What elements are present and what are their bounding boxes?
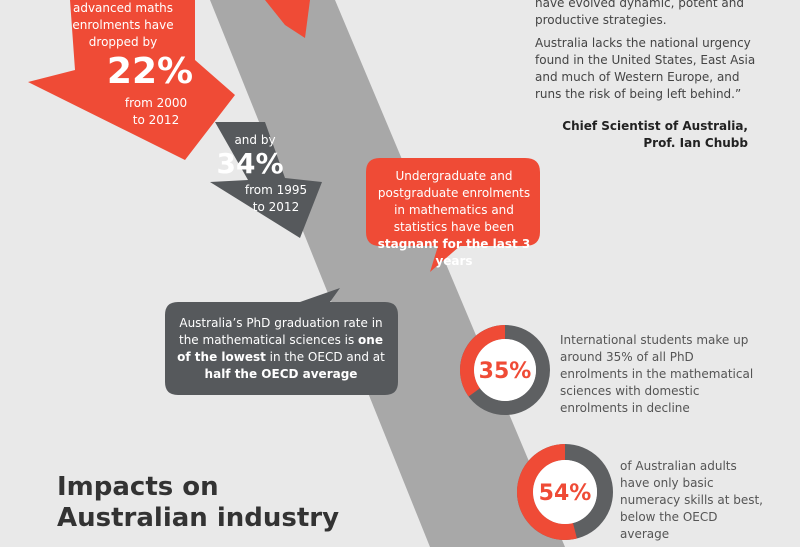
attribution-line: Prof. Ian Chubb [643,136,748,150]
text: Undergraduate and postgraduate enrolment… [377,169,531,234]
text: in the OECD and at [265,350,385,364]
attribution: Chief Scientist of Australia, Prof. Ian … [560,118,748,152]
donut-caption: International students make up around 35… [560,333,754,415]
bold-text: stagnant for the last 3 years [377,237,531,268]
quote: have evolved dynamic, potent and product… [535,0,760,103]
donut-label: 35% [479,359,532,384]
quote-paragraph: have evolved dynamic, potent and product… [535,0,745,27]
heading: Impacts on Australian industry [57,472,340,533]
arrow-lead: and by [234,133,276,147]
donut-caption: of Australian adults have only basic num… [620,459,763,541]
dark-bubble-text: Australia’s PhD graduation rate in the m… [172,315,390,383]
bold-text: half the OECD average [204,367,358,381]
arrow-figure: 22% [106,51,194,92]
dark-arrow [210,122,322,238]
arrow-lead: advanced maths enrolments have dropped b… [72,1,174,49]
donut-arc [460,325,506,397]
quote-paragraph: Australia lacks the national urgency fou… [535,36,756,101]
red-bubble [366,158,540,272]
red-arrow [28,0,235,160]
dark-bubble [165,288,398,395]
donut-hole [533,460,597,524]
arrow-period: from 1995 to 2012 [244,183,308,214]
small-red-arrow [265,0,310,38]
attribution-line: Chief Scientist of Australia, [562,119,748,133]
donut-hole [474,339,536,401]
arrow-period: from 2000 to 2012 [124,96,188,127]
donut-arc [517,444,577,540]
red-bubble-text: Undergraduate and postgraduate enrolment… [376,168,532,270]
text: Australia’s PhD graduation rate in the m… [179,316,383,347]
arrow-figure: 34% [216,147,284,180]
donut-label: 54% [539,481,592,506]
bold-text: one of the lowest [177,333,383,364]
big-arrow [210,0,565,547]
